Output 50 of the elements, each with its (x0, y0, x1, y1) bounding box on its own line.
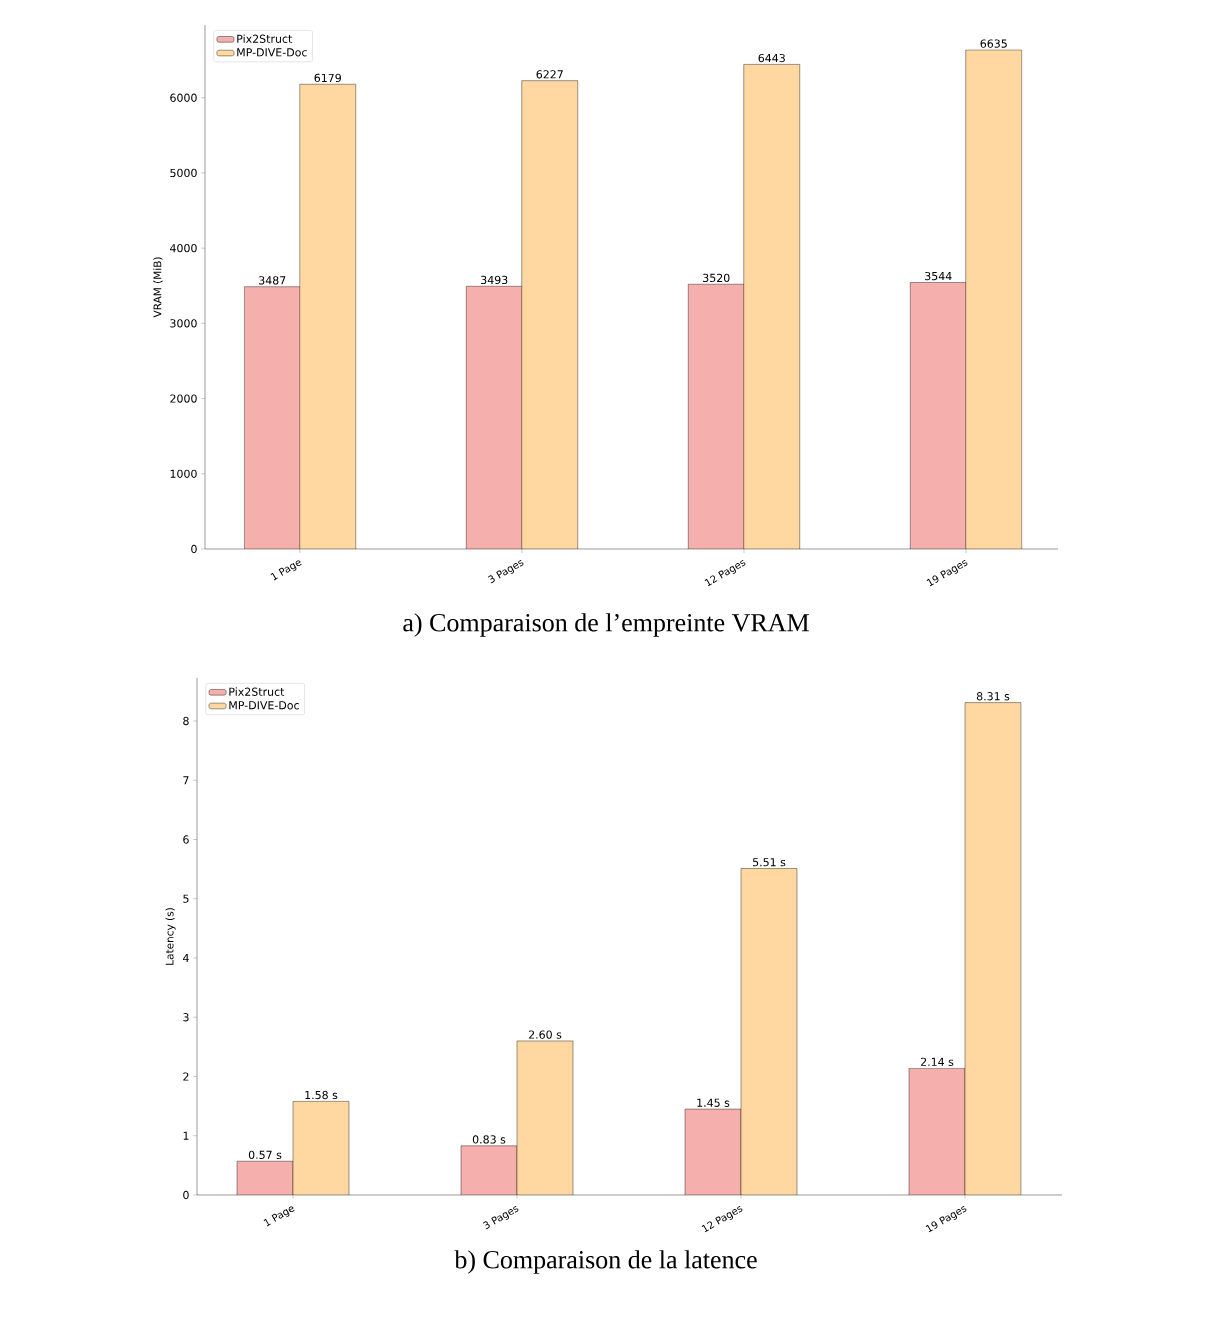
text: a) Comparaison de l’empreinte VRAM (403, 613, 809, 637)
data-label: 6227 (536, 70, 563, 79)
x-tick-label: 1 Page (270, 560, 302, 581)
legend-label: MP-DIVE-Doc (229, 701, 299, 710)
y-axis-title: VRAM (MiB) (153, 257, 163, 318)
y-tick-label: 4 (183, 953, 189, 962)
data-label: 3544 (925, 271, 952, 281)
y-tick-label: 4000 (170, 243, 197, 253)
bar (908, 1068, 966, 1195)
y-tick-label: 0 (191, 544, 197, 554)
data-label: 3493 (481, 275, 508, 285)
data-label: 6443 (758, 53, 785, 63)
bar (685, 1109, 742, 1195)
data-label: 3487 (259, 276, 286, 285)
data-label: 2.14 s (920, 1057, 954, 1066)
data-label: 2.60 s (528, 1030, 562, 1039)
data-label: 8.31 s (976, 692, 1010, 701)
data-label: 0.83 s (472, 1135, 506, 1144)
y-tick-label: 1 (183, 1131, 189, 1140)
y-tick-label: 0 (183, 1190, 189, 1200)
legend-label: Pix2Struct (237, 34, 293, 43)
y-tick-label: 7 (183, 776, 189, 785)
data-label: 6179 (314, 73, 341, 83)
bar (299, 84, 356, 549)
y-tick-label: 5000 (170, 168, 197, 178)
bar (965, 49, 1022, 549)
bar (521, 80, 578, 549)
bar (743, 64, 800, 549)
bar (237, 1161, 293, 1195)
legend-label: MP-DIVE-Doc (237, 48, 307, 57)
legend-label: Pix2Struct (229, 687, 285, 696)
data-label: 1.58 s (305, 1090, 338, 1100)
bar (461, 1145, 517, 1195)
y-tick-label: 1000 (170, 469, 197, 478)
data-label: 5.51 s (753, 858, 786, 867)
text: b) Comparaison de la latence (454, 1250, 757, 1274)
y-axis-title: Latency (s) (165, 908, 176, 965)
data-label: 3520 (703, 273, 730, 283)
y-tick-label: 3000 (170, 319, 197, 328)
y-tick-label: 2000 (170, 394, 197, 403)
y-tick-label: 8 (183, 716, 189, 726)
data-label: 0.57 s (248, 1150, 282, 1160)
y-tick-label: 6 (183, 835, 189, 844)
y-tick-label: 2 (183, 1072, 189, 1081)
x-tick-label: 1 Page (263, 1206, 295, 1227)
y-tick-label: 6000 (170, 93, 197, 102)
y-tick-label: 5 (183, 894, 189, 903)
data-label: 1.45 s (697, 1098, 730, 1107)
y-tick-label: 3 (183, 1013, 189, 1022)
data-label: 6635 (980, 39, 1007, 48)
